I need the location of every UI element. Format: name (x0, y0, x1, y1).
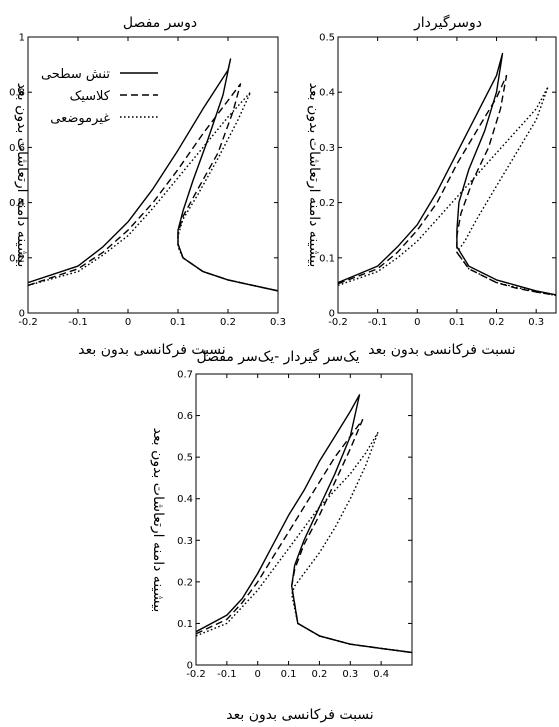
x-tick-label: -0.2 (18, 317, 38, 328)
plot-frame (195, 373, 413, 666)
x-tick-label: 0.1 (449, 317, 465, 328)
legend-label: تنش سطحی (41, 67, 110, 82)
x-tick-label: -0.1 (368, 317, 388, 328)
x-tick-label: 0.1 (281, 669, 297, 680)
x-tick-label: 0.3 (528, 317, 544, 328)
y-tick-label: 0.4 (177, 494, 193, 505)
x-axis-label: نسبت فرکانسی بدون بعد (368, 342, 515, 358)
y-tick-label: 0.2 (319, 198, 335, 209)
y-tick-label: 0.6 (177, 411, 193, 422)
y-tick-label: 0 (19, 309, 25, 320)
series-line-nonlocal (196, 431, 412, 654)
series-line-classical (196, 419, 412, 654)
x-axis-label: نسبت فرکانسی بدون بعد (226, 707, 373, 723)
y-tick-label: 0.5 (177, 453, 193, 464)
chart-panel-1: -0.2 -0.1 0 0.1 0.2 0.3 0 0.2 0.4 0.6 0.8 1 دوسر مفص… (9, 15, 286, 358)
y-tick-label: 0 (187, 661, 193, 672)
y-tick-label: 0.2 (9, 253, 25, 264)
x-tick-label: 0 (255, 669, 261, 680)
y-tick-label: 0 (329, 309, 335, 320)
series-line-classical (28, 83, 278, 292)
x-tick-label: 0.3 (270, 317, 286, 328)
x-tick-label: 0.2 (220, 317, 236, 328)
x-tick-label: 0 (414, 317, 420, 328)
chart-panel-2: -0.2 -0.1 0 0.1 0.2 0.3 0 0.1 0.2 0.3 0.4 0.5 دوسرگی… (306, 14, 557, 358)
chart-title: دوسر مفصل (123, 15, 197, 31)
y-tick-label: 0.2 (177, 577, 193, 588)
x-tick-label: -0.2 (328, 317, 348, 328)
y-axis-label: بیشینه دامنه ارتعاشات بدون بعد (14, 83, 30, 268)
y-tick-label: 0.4 (319, 88, 335, 99)
series-line-surface-stress (338, 52, 556, 296)
chart-title: یک‌سر گیردار -یک‌سر مفصل (197, 348, 360, 365)
x-tick-label: 0 (125, 317, 131, 328)
y-tick-label: 0.8 (9, 88, 25, 99)
x-tick-label: 0.2 (489, 317, 505, 328)
y-tick-label: 1 (19, 33, 25, 44)
plot-frame (337, 36, 557, 314)
y-tick-label: 0.3 (319, 143, 335, 154)
legend-label: غیرموضعی (50, 111, 110, 126)
x-tick-label: 0.1 (170, 317, 186, 328)
series-line-surface-stress (196, 394, 412, 654)
y-tick-label: 0.5 (319, 33, 335, 44)
x-tick-label: -0.2 (186, 669, 206, 680)
y-tick-label: 0.7 (177, 370, 193, 381)
x-tick-label: 0.4 (373, 669, 389, 680)
legend-label: کلاسیک (70, 89, 111, 104)
x-tick-label: 0.3 (342, 669, 358, 680)
x-tick-label: -0.1 (217, 669, 237, 680)
x-tick-label: -0.1 (68, 317, 88, 328)
y-tick-label: 0.1 (177, 619, 193, 630)
x-axis-label: نسبت فرکانسی بدون بعد (78, 342, 225, 358)
x-tick-label: 0.2 (311, 669, 327, 680)
y-tick-label: 0.4 (9, 198, 25, 209)
series-line-classical (338, 74, 556, 296)
y-axis-label: بیشینه دامنه ارتعاشات بدون بعد (150, 428, 166, 613)
chart-title: دوسرگیردار (413, 14, 482, 31)
y-tick-label: 0.1 (319, 253, 335, 264)
y-tick-label: 0.6 (9, 143, 25, 154)
series-line-surface-stress (28, 58, 278, 292)
y-axis-label: بیشینه دامنه ارتعاشات بدون بعد (306, 83, 322, 268)
legend: تنش سطحی کلاسیک غیرموضعی (41, 67, 158, 126)
series-line-nonlocal (338, 85, 556, 296)
chart-panel-3: -0.2 -0.1 0 0.1 0.2 0.3 0.4 0 0.1 0.2 0.3 0.4 0.5 0.6… (150, 348, 413, 723)
y-tick-label: 0.3 (177, 536, 193, 547)
plot-frame (27, 36, 279, 314)
